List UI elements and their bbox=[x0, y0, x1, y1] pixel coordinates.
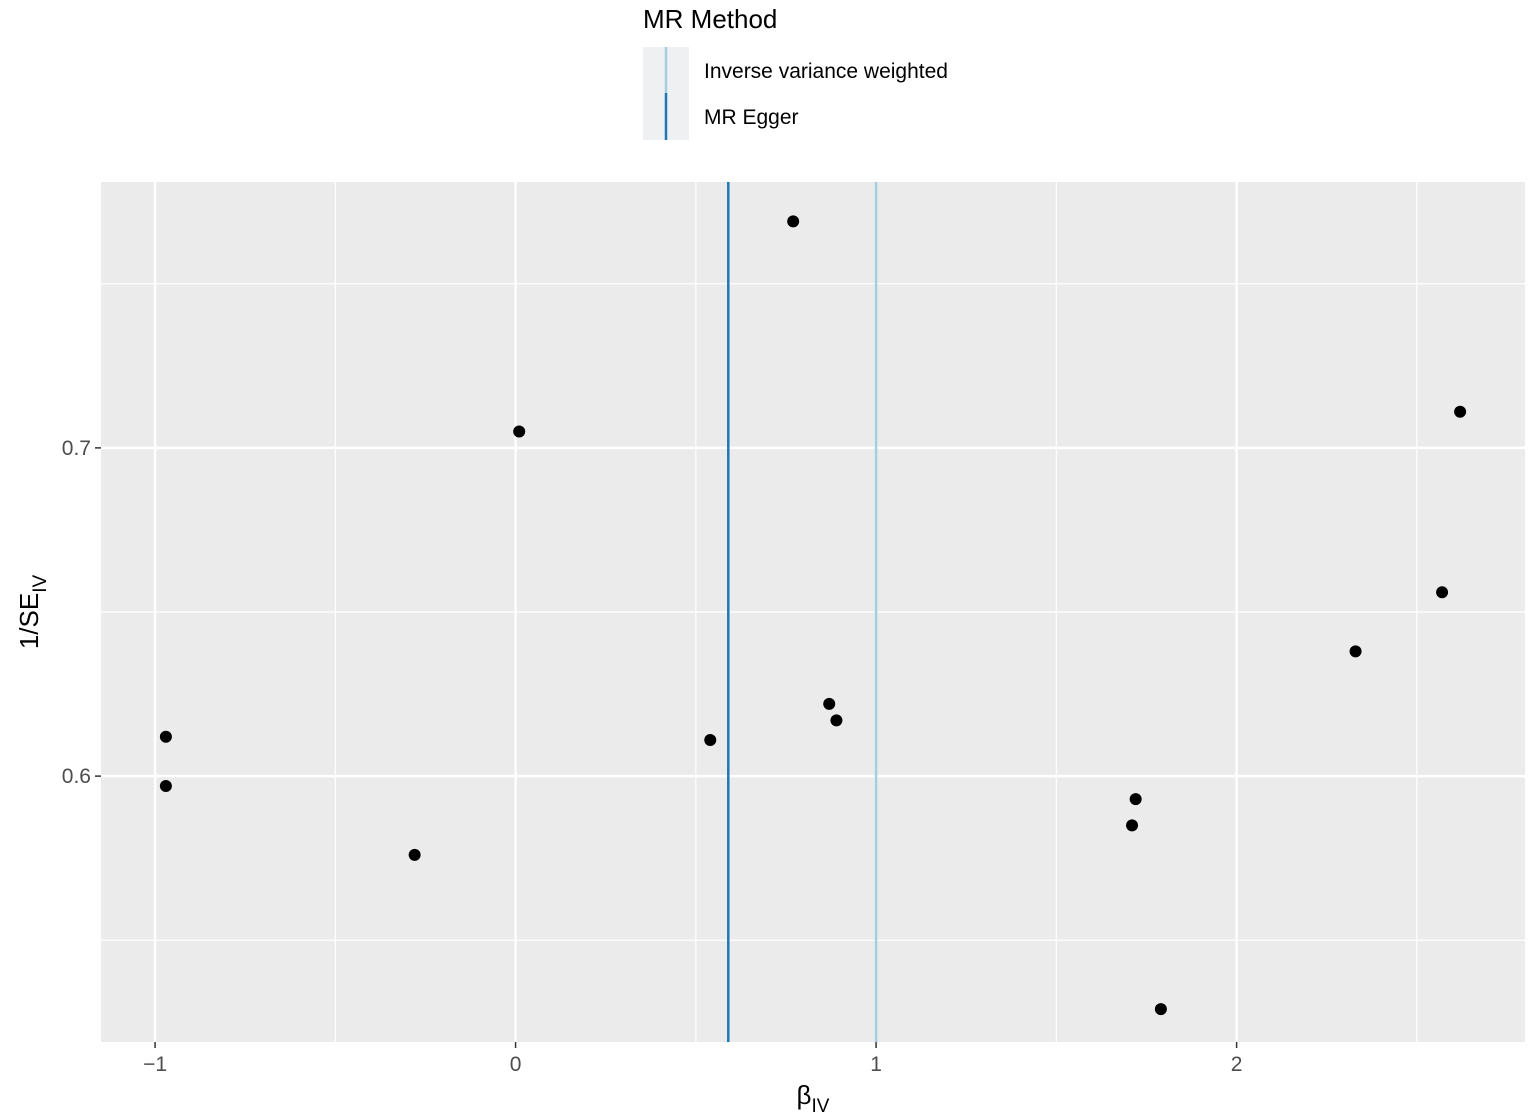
x-tick-label: 1 bbox=[870, 1053, 882, 1076]
y-axis-title: 1/SEIV bbox=[14, 575, 51, 650]
y-tick-label: 0.7 bbox=[62, 437, 91, 460]
grid-lines bbox=[101, 182, 1525, 1042]
data-point bbox=[823, 697, 836, 710]
data-point bbox=[1454, 405, 1467, 418]
x-tick-label: 0 bbox=[510, 1053, 522, 1076]
method-lines bbox=[727, 182, 878, 1042]
data-point bbox=[159, 730, 172, 743]
data-point bbox=[704, 734, 717, 747]
y-tick-label: 0.6 bbox=[62, 765, 91, 788]
x-axis: −1 0 1 2 bbox=[143, 1042, 1242, 1076]
legend-label-ivw: Inverse variance weighted bbox=[704, 60, 948, 83]
x-axis-title: βIV bbox=[797, 1080, 830, 1117]
data-point bbox=[1154, 1003, 1167, 1016]
data-points bbox=[159, 215, 1467, 1016]
legend-title: MR Method bbox=[643, 4, 777, 34]
data-point bbox=[408, 848, 421, 861]
x-tick-label: −1 bbox=[143, 1053, 167, 1076]
data-point bbox=[159, 779, 172, 792]
data-point bbox=[787, 215, 800, 228]
x-tick-label: 2 bbox=[1231, 1053, 1243, 1076]
y-axis: 0.6 0.7 bbox=[62, 437, 101, 788]
data-point bbox=[1436, 586, 1449, 599]
data-point bbox=[1126, 819, 1139, 832]
data-point bbox=[830, 714, 843, 727]
data-point bbox=[513, 425, 526, 438]
legend-label-egger: MR Egger bbox=[704, 106, 799, 129]
legend: MR Method Inverse variance weighted MR E… bbox=[643, 4, 948, 140]
data-point bbox=[1129, 793, 1142, 806]
data-point bbox=[1349, 645, 1362, 658]
